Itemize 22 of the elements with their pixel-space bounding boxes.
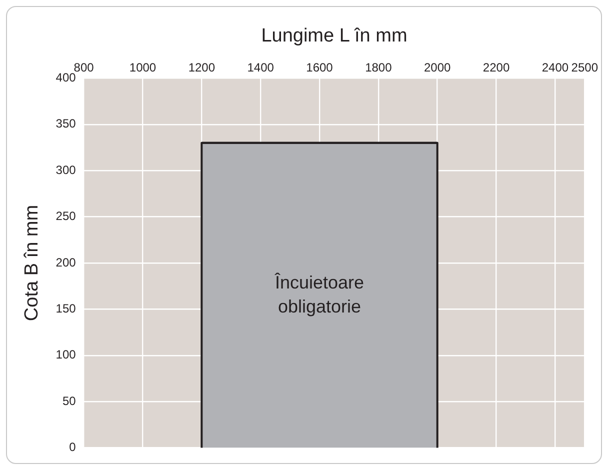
annotation: Încuietoare obligatorie (274, 272, 364, 316)
x-tick-label: 2000 (424, 60, 452, 74)
x-tick-label: 800 (74, 60, 94, 74)
y-tick-label: 0 (69, 440, 76, 454)
x-tick-label: 1800 (365, 60, 392, 74)
y-tick-label: 100 (56, 348, 76, 362)
x-tick-label: 1000 (129, 60, 156, 74)
y-tick-label: 150 (56, 302, 76, 316)
x-tick-label: 1200 (188, 60, 216, 74)
y-tick-label: 250 (56, 209, 76, 224)
x-tick-label: 1600 (306, 60, 334, 74)
y-axis-title: Cota B în mm (22, 204, 43, 322)
y-tick-label: 50 (62, 394, 76, 408)
x-axis-title: Lungime L în mm (261, 26, 408, 47)
x-tick-label: 1400 (247, 60, 274, 74)
y-tick-label: 350 (56, 116, 76, 131)
y-tick-label: 300 (56, 162, 76, 177)
x-tick-label: 2500 (571, 60, 598, 74)
x-tick-label: 2400 (542, 60, 569, 74)
y-tick-label: 200 (56, 255, 76, 270)
x-tick-label: 2200 (482, 60, 510, 74)
y-tick-label: 400 (56, 70, 76, 85)
